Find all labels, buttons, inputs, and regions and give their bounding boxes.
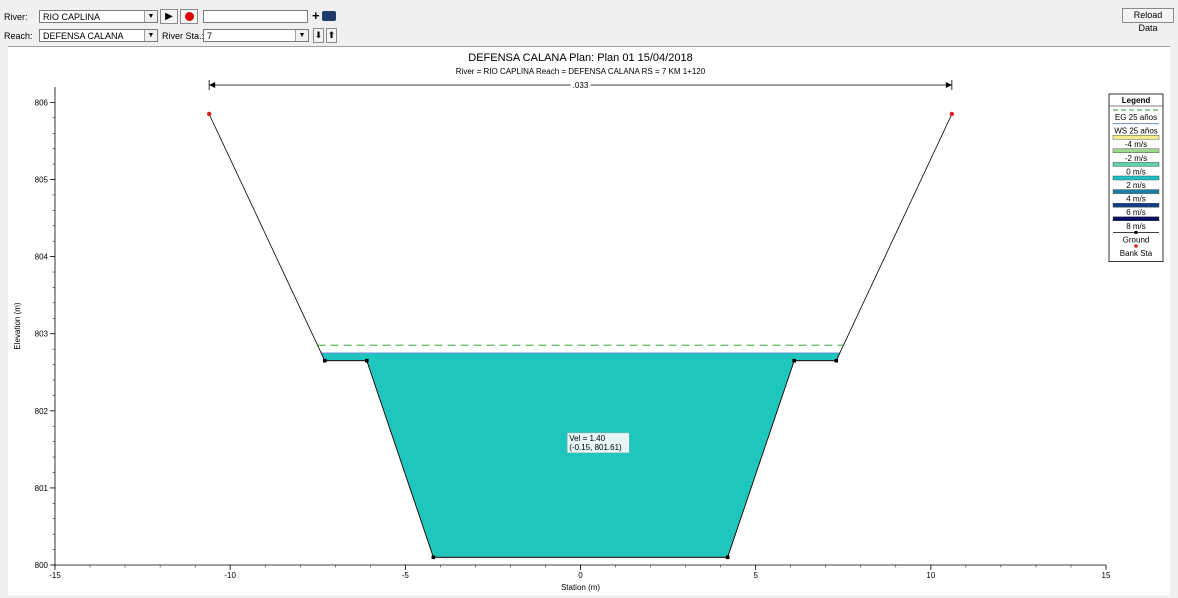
play-button[interactable]: ▶ [160,9,178,24]
legend-swatch [1112,148,1160,154]
arrow-down-icon: ⬇ [314,30,323,40]
legend-swatch [1112,162,1160,167]
add-icon[interactable]: + [312,8,320,23]
manning-n-label: .033 [573,81,589,90]
chevron-down-icon[interactable]: ▼ [144,11,157,22]
legend-label: 8 m/s [1126,222,1146,231]
cross-section-chart: .033 Vel = 1.40(-0.15, 801.61) DEFENSA CA… [13,52,1164,592]
x-tick-label: 10 [926,571,935,580]
y-tick-label: 806 [35,98,49,107]
y-tick-label: 800 [35,561,49,570]
x-tick-label: -15 [49,571,61,580]
ground-line [208,113,953,558]
legend-swatch [1112,202,1160,208]
x-tick-label: -10 [224,571,236,580]
legend-label: 6 m/s [1126,208,1146,217]
x-tick-label: 0 [578,571,583,580]
record-button[interactable] [180,9,198,24]
velocity-tooltip-line1: Vel = 1.40 [569,434,605,443]
manning-n-arrow-right [945,82,952,88]
legend-label: EG 25 años [1115,113,1157,122]
chevron-down-icon[interactable]: ▼ [144,30,157,41]
velocity-tooltip [566,432,630,454]
plot-area: .033 Vel = 1.40 (-0.15, 801.61) DEFENSA CA… [8,46,1170,595]
y-tick-label: 803 [35,330,49,339]
legend-label: 2 m/s [1126,181,1146,190]
river-select-value: RIO CAPLINA [43,12,101,22]
toolbar: River: RIO CAPLINA ▼ ▶ + Reach: DEFENSA … [0,0,1178,46]
legend-title: Legend [1122,96,1151,105]
river-sta-select[interactable]: 7 ▼ [203,29,309,42]
legend-swatch [1112,189,1160,194]
x-tick-label: 5 [753,571,758,580]
reload-data-button[interactable]: Reload Data [1122,8,1174,33]
legend-swatch [1112,134,1160,140]
river-sta-select-value: 7 [207,31,213,41]
reach-select[interactable]: DEFENSA CALANA ▼ [39,29,158,42]
legend-label: 0 m/s [1126,167,1146,176]
y-tick-label: 805 [35,176,49,185]
play-icon: ▶ [165,11,173,22]
ground-point-4 [792,358,797,363]
river-label: River: [4,12,28,22]
legend-label: Ground [1123,235,1150,244]
velocity-tooltip-line2: (-0.15, 801.61) [569,443,622,452]
legend-label: -4 m/s [1125,140,1147,149]
y-axis-label: Elevation (m) [13,302,22,349]
reach-select-value: DEFENSA CALANA [43,31,124,41]
legend-swatch [1112,216,1160,222]
manning-n-arrow-left [209,82,216,88]
bank-sta-point-0 [206,111,212,117]
ground-point-1 [364,358,369,363]
ground-point-2 [431,555,436,560]
ground-point-5 [834,358,839,363]
legend-label: WS 25 años [1114,127,1158,136]
manning-n-label-bg [570,80,591,90]
ground-point-3 [725,555,730,560]
vertical-scrollbar[interactable] [1170,46,1178,594]
ground-point-0 [322,358,327,363]
record-icon [184,12,194,21]
legend-bank-point [1134,244,1138,248]
animation-field[interactable] [203,10,308,23]
river-select[interactable]: RIO CAPLINA ▼ [39,10,158,23]
chevron-down-icon[interactable]: ▼ [295,30,308,41]
y-tick-label: 802 [35,407,49,416]
legend-label: 4 m/s [1126,195,1146,204]
x-tick-label: 15 [1102,571,1111,580]
next-station-down-button[interactable]: ⬇ [313,28,324,43]
y-tick-label: 804 [35,253,49,262]
x-tick-label: -5 [402,571,410,580]
legend-swatch [1112,175,1160,181]
legend-label: -2 m/s [1125,154,1147,163]
next-station-up-button[interactable]: ⬆ [326,28,337,43]
legend-ground-point [1134,230,1138,234]
bank-sta-point-1 [949,111,955,117]
reach-label: Reach: [4,31,33,41]
camera-icon[interactable] [322,11,336,21]
arrow-up-icon: ⬆ [327,30,336,40]
x-axis-label: Station (m) [561,583,600,592]
river-sta-label: River Sta.: [162,31,205,41]
chart-title: DEFENSA CALANA Plan: Plan 01 15/04/2018 [468,52,692,64]
y-tick-label: 801 [35,484,49,493]
legend-label: Bank Sta [1120,249,1153,258]
chart-subtitle: River = RIO CAPLINA Reach = DEFENSA CALA… [456,67,706,76]
